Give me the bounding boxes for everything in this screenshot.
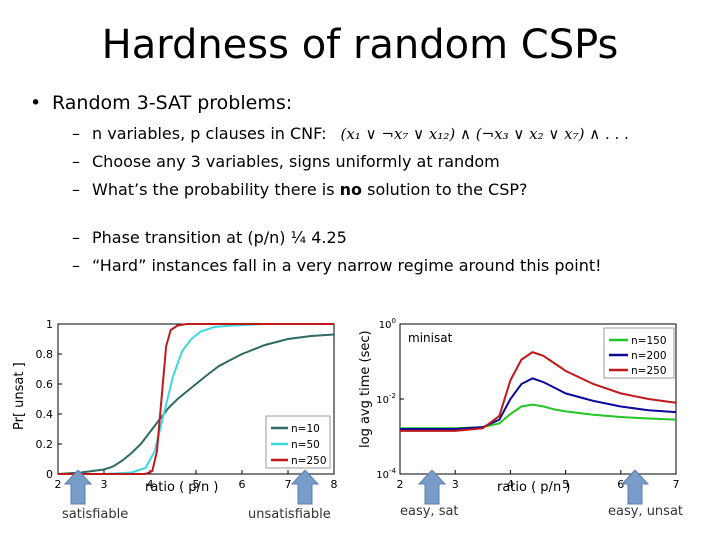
y-tick-label: 0.4 — [36, 408, 54, 421]
main-bullet: • Random 3-SAT problems: — [30, 92, 292, 114]
x-tick-label: 6 — [617, 478, 624, 491]
sub-item-probability: – What’s the probability there is no solu… — [72, 180, 528, 199]
sub-item-phase: – Phase transition at (p/n) ¼ 4.25 — [72, 228, 347, 247]
bold-no: no — [339, 180, 363, 199]
up-arrow-icon — [417, 470, 447, 505]
legend-label: n=200 — [631, 350, 667, 362]
sub-item-text: Phase transition at (p/n) ¼ 4.25 — [92, 228, 347, 247]
dash-icon: – — [72, 256, 80, 275]
legend-label: n=50 — [291, 439, 320, 451]
chart1-xlabel: ratio ( p/n ) — [145, 480, 219, 495]
sub-item-text: n variables, p clauses in CNF: — [92, 124, 327, 143]
series-line-n250 — [58, 323, 334, 475]
dash-icon: – — [72, 152, 80, 171]
x-tick-label: 4 — [147, 478, 154, 491]
chart1-ylabel: Pr[ unsat ] — [12, 362, 27, 430]
caption-unsatisfiable: unsatisfiable — [248, 507, 331, 522]
y-tick-label: 0.8 — [36, 348, 54, 361]
x-tick-label: 2 — [55, 478, 62, 491]
series-line-n10 — [57, 333, 335, 475]
x-tick-label: 3 — [452, 478, 459, 491]
x-tick-label: 4 — [507, 478, 514, 491]
up-arrow-icon — [290, 470, 320, 505]
y-tick-label: 0.2 — [36, 438, 54, 451]
y-tick-label: 100 — [379, 317, 396, 331]
sub-item-hard: – “Hard” instances fall in a very narrow … — [72, 256, 602, 275]
caption-easy-sat: easy, sat — [400, 504, 459, 519]
sub-item-cnf: – n variables, p clauses in CNF: (x₁ ∨ ¬x₇… — [72, 124, 629, 143]
legend-label: n=250 — [291, 455, 327, 467]
legend-label: n=250 — [631, 365, 667, 377]
up-arrow-icon — [620, 470, 650, 505]
y-tick-label: 1 — [46, 318, 53, 331]
bullet-text: Random 3-SAT problems: — [52, 92, 293, 114]
legend-label: n=150 — [631, 335, 667, 347]
up-arrow-icon — [63, 470, 93, 505]
x-tick-label: 3 — [101, 478, 108, 491]
caption-satisfiable: satisfiable — [62, 507, 129, 522]
sub-item-text: Choose any 3 variables, signs uniformly … — [92, 152, 500, 171]
x-tick-label: 5 — [562, 478, 569, 491]
legend-label: n=10 — [291, 423, 320, 435]
dash-icon: – — [72, 124, 80, 143]
y-tick-label: 10-2 — [376, 392, 396, 406]
x-tick-label: 8 — [331, 478, 338, 491]
series-line-n250 — [400, 351, 677, 432]
bullet-dot: • — [30, 92, 42, 114]
dash-icon: – — [72, 180, 80, 199]
sub-item-text: What’s the probability there is — [92, 180, 340, 199]
sub-item-choose: – Choose any 3 variables, signs uniformly… — [72, 152, 500, 171]
sub-item-text: “Hard” instances fall in a very narrow r… — [92, 256, 602, 275]
y-tick-label: 0.6 — [36, 378, 54, 391]
cnf-formula: (x₁ ∨ ¬x₇ ∨ x₁₂) ∧ (¬x₃ ∨ x₂ ∨ x₇) ∧ . .… — [340, 125, 629, 143]
pr-unsat-chart: 2 3 4 5 6 7 8 0 0.2 0.4 0.6 0.8 1 n=10 n=50 n=250 — [36, 318, 338, 491]
x-tick-label: 2 — [397, 478, 404, 491]
x-tick-label: 7 — [673, 478, 680, 491]
x-tick-label: 7 — [285, 478, 292, 491]
sub-item-text-end: solution to the CSP? — [362, 180, 528, 199]
x-tick-label: 6 — [239, 478, 246, 491]
series-line-n50 — [58, 323, 334, 475]
arrows-layer — [63, 470, 650, 505]
x-tick-label: 5 — [193, 478, 200, 491]
slide-title: Hardness of random CSPs — [101, 22, 619, 68]
chart2-ylabel: log avg time (sec) — [358, 330, 373, 448]
chart2-xlabel: ratio ( p/n ) — [497, 480, 571, 495]
caption-easy-unsat: easy, unsat — [608, 504, 684, 519]
dash-icon: – — [72, 228, 80, 247]
y-tick-label: 0 — [46, 468, 53, 481]
chart2-title: minisat — [408, 331, 453, 345]
